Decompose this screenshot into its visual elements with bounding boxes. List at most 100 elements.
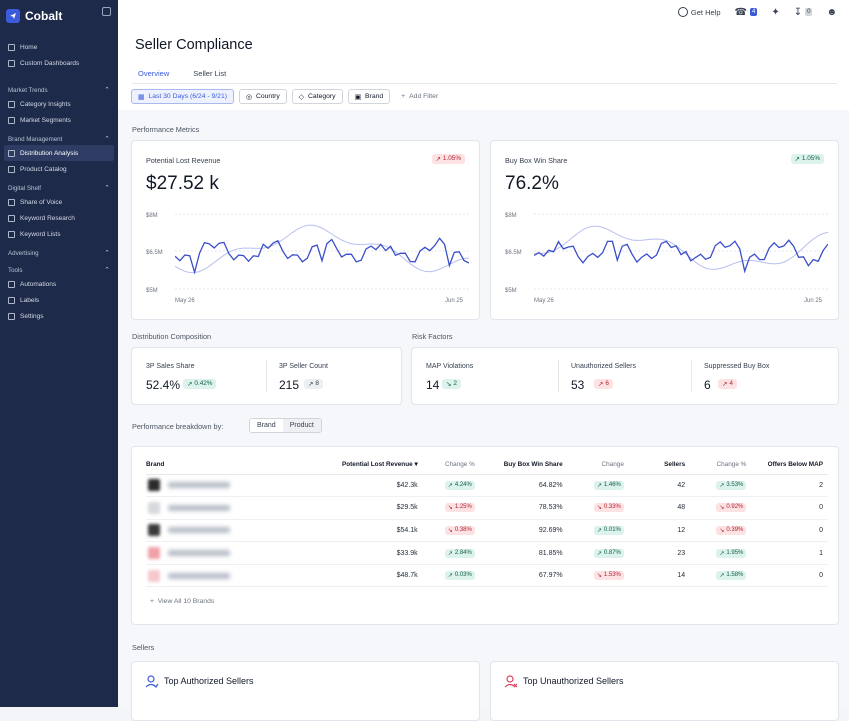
sidebar-item-market-segments[interactable]: Market Segments [0,112,118,128]
user-menu-button[interactable]: ☻ [826,7,837,18]
comparison-series-line [534,225,828,270]
chevron-up-icon: ⌃ [104,136,110,143]
brand-logo [148,547,160,560]
sidebar-section-market-trends[interactable]: Market Trends ⌃ [8,85,118,96]
distribution-card: 3P Sales Share 52.4% ↗ 0.42% 3P Seller Co… [131,347,402,405]
column-header: Change % [690,455,752,475]
arrow-down-icon: ↘ [447,527,453,534]
add-filter-button[interactable]: + Add Filter [395,89,444,104]
arrow-down-icon: ↘ [719,527,725,534]
column-header[interactable]: Potential Lost Revenue ▾ [324,455,423,475]
app-logo[interactable]: Cobalt [6,4,118,28]
change-value: 6 [605,380,609,387]
brand-name-redacted [168,527,230,534]
sidebar-item-home[interactable]: Home [0,39,118,55]
arrow-up-icon: ↗ [719,482,725,489]
date-range-filter[interactable]: ▦ Last 30 Days (6/24 - 9/21) [131,89,235,104]
breakdown-brand-option[interactable]: Brand [250,419,283,432]
brand-cell [146,519,325,543]
sidebar-item-share-of-voice[interactable]: Share of Voice [0,194,118,210]
sidebar-item-label: Keyword Lists [20,230,61,238]
app-name: Cobalt [25,9,63,23]
table-row[interactable]: $42.3k ↗ 4.24% 64.82% ↗ 1.46% 42 ↗ 3.53% 2 [146,474,828,498]
column-header: Change [567,455,629,475]
sidebar-item-category-insights[interactable]: Category Insights [0,96,118,112]
sidebar-section-brand-management[interactable]: Brand Management ⌃ [8,134,118,145]
change-value: 0.03% [454,572,472,579]
change-chip: ↘ 0.92% [716,503,747,513]
tab-seller-list[interactable]: Seller List [193,69,227,78]
table-cell: ↗ 1.95% [690,541,752,565]
table-cell: ↗ 0.03% [422,564,480,588]
metric-label: 3P Seller Count [279,363,328,370]
change-chip: ↘ 0.39% [716,525,747,535]
country-filter-label: Country [255,93,280,100]
sidebar-item-distribution-analysis[interactable]: Distribution Analysis [4,145,114,161]
table-cell: 14 [628,564,691,588]
arrow-up-icon: ↗ [308,381,314,388]
metric-value: 53 [571,378,585,392]
brand-logo [148,501,160,514]
section-label: Brand Management [8,136,63,143]
sidebar-item-settings[interactable]: Settings [0,308,118,324]
arrow-up-icon: ↗ [722,381,728,388]
brand-cell [146,496,325,520]
brand-name-redacted [168,482,230,489]
downloads-button[interactable]: ↧ 0 [794,7,813,18]
catalog-icon [8,165,15,173]
sidebar-item-custom-dashboards[interactable]: Custom Dashboards [0,55,118,71]
table-cell: ↘ 0.92% [690,496,752,520]
change-value: 1.05% [442,155,461,162]
table-cell: $33.9k [324,541,423,565]
table-cell: 48 [628,496,691,520]
table-row[interactable]: $54.1k ↘ 0.38% 92.69% ↗ 0.01% 12 ↘ 0.39% 0 [146,519,828,543]
table-row[interactable]: $29.5k ↘ 1.25% 78.53% ↘ 0.33% 48 ↘ 0.92% 0 [146,496,828,520]
sidebar-section-digital-shelf[interactable]: Digital Shelf ⌃ [8,183,118,194]
breakdown-product-option[interactable]: Product [282,419,321,432]
table-cell: 1 [751,541,828,565]
table-row[interactable]: $48.7k ↗ 0.03% 67.97% ↘ 1.53% 14 ↗ 1.58% 0 [146,564,828,588]
change-value: 1.58% [726,572,744,579]
category-filter[interactable]: ◇ Category [291,89,343,104]
breakdown-table: Brand Potential Lost Revenue ▾ Change % Buy… [146,455,828,588]
arrow-up-icon: ↗ [596,482,602,489]
metric-label: Unauthorized Sellers [571,363,636,370]
ai-sparkle-button[interactable]: ✦ [771,7,779,18]
change-value: 8 [315,380,319,387]
view-all-brands-link[interactable]: + View All 10 Brands [150,598,214,605]
country-filter[interactable]: ◎ Country [239,89,287,104]
tab-divider [132,83,837,84]
notifications-button[interactable]: ☎ 4 [735,7,758,18]
section-label: Market Trends [8,87,48,94]
cobalt-logo-icon [6,9,20,23]
sidebar-section-tools[interactable]: Tools ⌃ [8,265,118,276]
brand-filter[interactable]: ▣ Brand [347,89,391,104]
unauthorized-sellers-title: Top Unauthorized Sellers [523,676,624,686]
y-tick: $8M [146,213,158,219]
collapse-sidebar-icon[interactable] [102,7,111,16]
change-value: 0.01% [603,526,621,533]
divider [558,360,559,392]
sidebar-item-automations[interactable]: Automations [0,276,118,292]
tab-overview[interactable]: Overview [132,67,176,84]
table-row[interactable]: $33.9k ↗ 2.84% 81.85% ↗ 0.87% 23 ↗ 1.95% 1 [146,541,828,565]
x-tick: Jun 25 [445,298,464,304]
y-tick: $5M [505,288,517,294]
change-chip: ↗ 1.05% [431,154,465,164]
sidebar-item-product-catalog[interactable]: Product Catalog [0,161,118,177]
sidebar-item-keyword-lists[interactable]: Keyword Lists [0,226,118,242]
sidebar-item-keyword-research[interactable]: Keyword Research [0,210,118,226]
page-tabs: Overview Seller List [132,67,232,84]
x-tick: Jun 25 [804,298,823,304]
table-cell: $54.1k [324,519,423,543]
comparison-series-line [175,224,469,274]
insights-icon [8,100,15,108]
arrow-up-icon: ↗ [719,573,725,580]
settings-icon [8,312,15,320]
notification-count: 4 [750,8,758,16]
sidebar-item-labels[interactable]: Labels [0,292,118,308]
get-help-button[interactable]: Get Help [677,7,721,17]
change-chip: ↘ 0.38% [444,525,475,535]
plus-icon: + [150,598,158,605]
sidebar-section-advertising[interactable]: Advertising ⌃ [8,248,118,259]
